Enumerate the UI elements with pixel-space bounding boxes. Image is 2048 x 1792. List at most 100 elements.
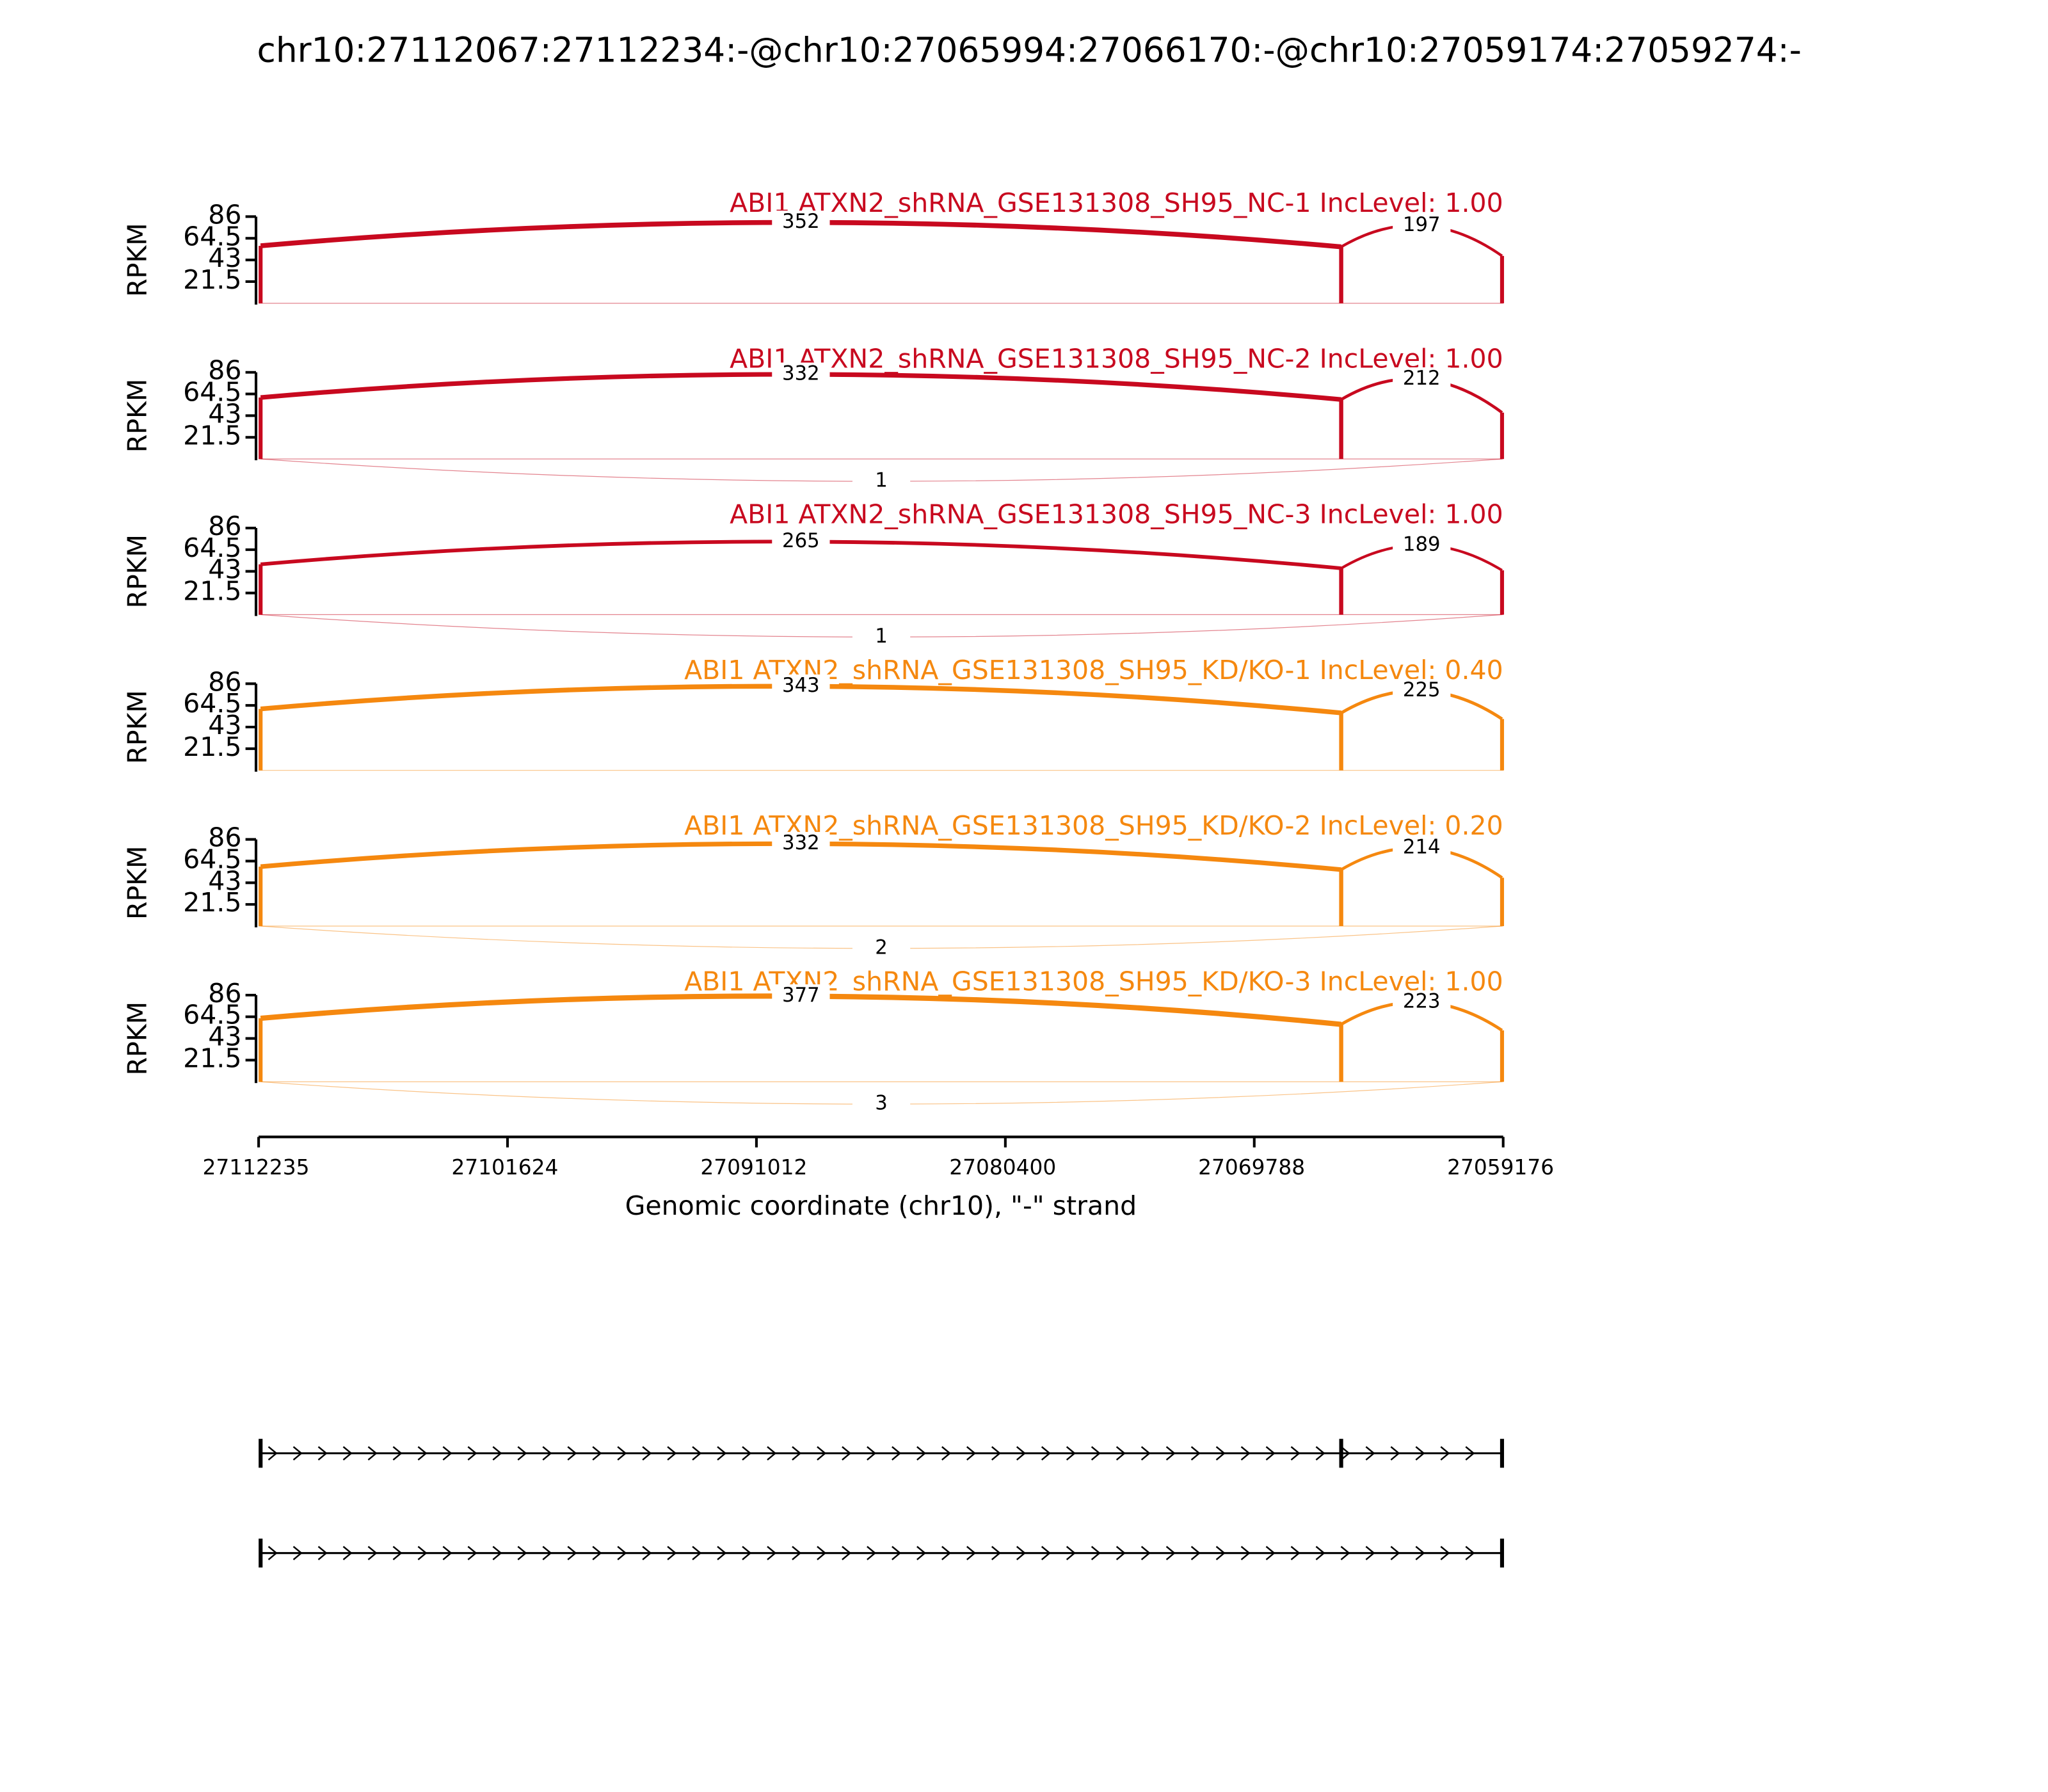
strand-arrow — [542, 1446, 552, 1460]
y-axis-label: RPKM — [122, 690, 152, 764]
strand-arrow — [1365, 1446, 1375, 1460]
junction-label: 343 — [782, 674, 820, 697]
strand-arrow — [692, 1446, 702, 1460]
strand-arrow — [991, 1446, 1001, 1460]
y-tick-label: 21.5 — [183, 576, 241, 607]
strand-arrow — [1465, 1546, 1475, 1560]
junction-label: 223 — [1403, 989, 1441, 1012]
y-tick-label: 64.5 — [183, 532, 241, 563]
strand-arrow — [542, 1546, 552, 1560]
strand-arrow — [892, 1546, 902, 1560]
coverage-bar — [1500, 412, 1505, 460]
junction-label-bg — [852, 469, 911, 493]
strand-arrow — [592, 1546, 602, 1560]
junction-label: 2 — [875, 936, 888, 959]
strand-arrow — [592, 1446, 602, 1460]
y-tick-label: 43 — [208, 865, 241, 896]
strand-arrow — [1116, 1446, 1126, 1460]
junction-label: 3 — [875, 1092, 888, 1115]
y-tick-label: 43 — [208, 398, 241, 429]
strand-arrow — [1016, 1446, 1026, 1460]
coverage-bar — [259, 397, 263, 460]
strand-arrow — [1415, 1546, 1425, 1560]
y-tick-label: 43 — [208, 1021, 241, 1052]
junction-label: 214 — [1403, 836, 1441, 859]
strand-arrow — [1215, 1546, 1226, 1560]
strand-arrow — [1041, 1446, 1051, 1460]
strand-arrow — [1315, 1546, 1325, 1560]
strand-arrow — [1440, 1446, 1450, 1460]
strand-arrow — [1265, 1546, 1276, 1560]
y-tick-label: 21.5 — [183, 264, 241, 295]
y-tick-label: 86 — [208, 822, 241, 853]
strand-arrow — [1140, 1446, 1151, 1460]
junction-label: 332 — [782, 362, 820, 385]
strand-arrow — [442, 1446, 452, 1460]
strand-arrow — [367, 1446, 378, 1460]
junction-label: 1 — [875, 469, 888, 492]
junction-label: 377 — [782, 984, 820, 1007]
junction-label-bg — [1393, 836, 1451, 860]
coverage-bar — [1339, 399, 1343, 460]
strand-arrow — [1340, 1446, 1350, 1460]
y-tick-label: 64.5 — [183, 221, 241, 252]
coverage-bar — [259, 246, 263, 303]
junction-label-bg — [1393, 533, 1451, 557]
strand-arrow — [1265, 1446, 1276, 1460]
strand-arrow — [642, 1446, 652, 1460]
strand-arrow — [1016, 1546, 1026, 1560]
strand-arrow — [892, 1446, 902, 1460]
coverage-bar — [259, 1018, 263, 1082]
coverage-bar — [1339, 246, 1343, 303]
y-tick-label: 64.5 — [183, 844, 241, 874]
strand-arrow — [1066, 1546, 1076, 1560]
panel-title: ABI1 ATXN2_shRNA_GSE131308_SH95_NC-2 Inc… — [730, 343, 1503, 374]
strand-arrow — [617, 1446, 627, 1460]
coverage-bar — [1500, 719, 1505, 771]
strand-arrow — [717, 1546, 727, 1560]
strand-arrow — [567, 1446, 577, 1460]
strand-arrow — [342, 1546, 353, 1560]
y-axis-label: RPKM — [122, 379, 152, 453]
junction-label-bg — [852, 1092, 911, 1116]
y-tick-label: 86 — [208, 199, 241, 230]
strand-arrow — [392, 1546, 403, 1560]
strand-arrow — [392, 1446, 403, 1460]
x-axis-label: Genomic coordinate (chr10), "-" strand — [625, 1190, 1137, 1221]
strand-arrow — [692, 1546, 702, 1560]
strand-arrow — [292, 1446, 303, 1460]
y-axis-label: RPKM — [122, 534, 152, 609]
strand-arrow — [1140, 1546, 1151, 1560]
junction-label-bg — [772, 362, 830, 387]
junction-label: 189 — [1403, 532, 1441, 556]
strand-arrow — [817, 1546, 827, 1560]
strand-arrow — [1290, 1446, 1300, 1460]
y-axis-label: RPKM — [122, 223, 152, 297]
y-tick-label: 86 — [208, 666, 241, 697]
strand-arrow — [642, 1546, 652, 1560]
junction-label: 212 — [1403, 367, 1441, 390]
strand-arrow — [1440, 1546, 1450, 1560]
strand-arrow — [1190, 1446, 1201, 1460]
strand-arrow — [817, 1446, 827, 1460]
strand-arrow — [1041, 1546, 1051, 1560]
strand-arrow — [1091, 1546, 1101, 1560]
strand-arrow — [492, 1446, 502, 1460]
strand-arrow — [1465, 1446, 1475, 1460]
junction-label-bg — [772, 529, 830, 554]
strand-arrow — [867, 1546, 877, 1560]
strand-arrow — [268, 1546, 278, 1560]
junction-label-bg — [1393, 990, 1451, 1014]
y-tick-label: 86 — [208, 978, 241, 1009]
y-tick-label: 64.5 — [183, 377, 241, 408]
strand-arrow — [667, 1446, 677, 1460]
strand-arrow — [417, 1446, 428, 1460]
strand-arrow — [1240, 1446, 1251, 1460]
junction-label-bg — [772, 674, 830, 698]
strand-arrow — [342, 1446, 353, 1460]
strand-arrow — [792, 1446, 802, 1460]
strand-arrow — [792, 1546, 802, 1560]
junction-label: 197 — [1403, 213, 1441, 236]
y-axis-label: RPKM — [122, 846, 152, 920]
